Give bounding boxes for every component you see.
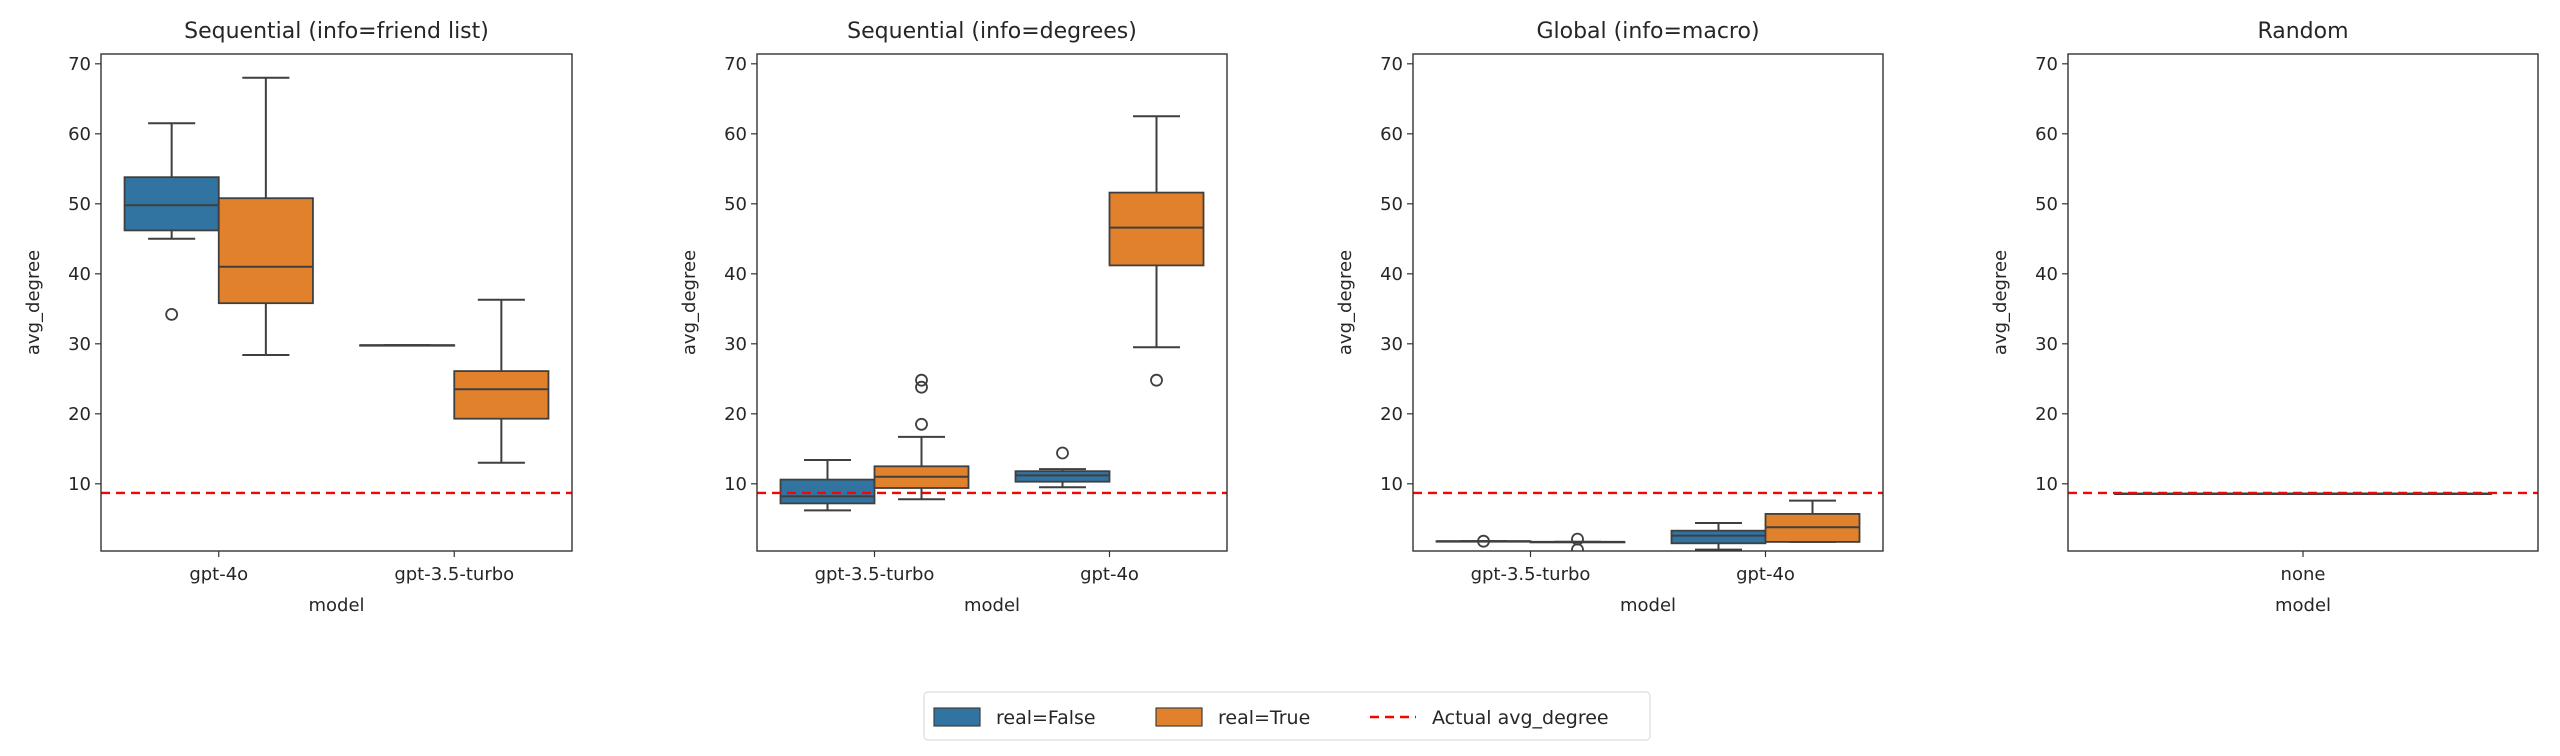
x-tick-label: gpt-4o	[1736, 564, 1795, 585]
subplot-2: Sequential (info=degrees) 10 20 30 40 50 60 70 a…	[679, 19, 1228, 616]
y-tick-label: 70	[1380, 54, 1403, 75]
y-axis-label: avg_degree	[1335, 250, 1356, 355]
y-tick-label: 10	[1380, 474, 1403, 495]
legend-item: real=False	[933, 707, 1096, 729]
outlier-point	[1056, 446, 1069, 460]
subplot-title: Global (info=macro)	[1536, 19, 1759, 44]
legend: real=False real=True Actual avg_degree	[923, 691, 1651, 741]
legend-label: Actual avg_degree	[1432, 707, 1609, 729]
subplot-1: Sequential (info=friend list) 10 20 30 40 50 6…	[23, 19, 573, 616]
x-tick-label: gpt-4o	[189, 564, 248, 585]
outlier-point	[915, 380, 928, 394]
plot-area	[1435, 499, 1861, 551]
box-gpt-4o-real=False	[1014, 446, 1111, 489]
box-gpt-4o-real=True	[1108, 115, 1205, 387]
box-gpt-3.5-turbo-real=False	[779, 459, 876, 512]
x-axis-label: model	[1620, 595, 1676, 616]
legend-item: real=True	[1155, 707, 1310, 729]
x-axis-label: model	[2275, 595, 2331, 616]
legend-frame	[923, 691, 1651, 741]
box-gpt-4o-real=True	[1764, 499, 1861, 543]
y-tick-label: 50	[724, 194, 747, 215]
box-gpt-4o-real=True	[217, 76, 314, 356]
plot-area	[123, 76, 550, 464]
x-axis-label: model	[308, 595, 364, 616]
x-tick-label: gpt-3.5-turbo	[815, 564, 935, 585]
legend-label: real=True	[1218, 707, 1310, 729]
legend-label: real=False	[996, 707, 1096, 729]
axes-frame	[756, 53, 1228, 552]
y-tick-label: 10	[724, 474, 747, 495]
axes-frame	[100, 53, 573, 552]
y-tick-label: 40	[724, 264, 747, 285]
y-tick-label: 30	[2035, 334, 2058, 355]
box-gpt-3.5-turbo-real=False	[359, 344, 456, 347]
y-tick-label: 40	[2035, 264, 2058, 285]
outlier-point	[915, 417, 928, 431]
y-tick-label: 50	[68, 194, 91, 215]
y-tick-label: 30	[1380, 334, 1403, 355]
box-iqr	[779, 478, 876, 505]
y-tick-label: 30	[68, 334, 91, 355]
y-tick-label: 40	[68, 264, 91, 285]
box-iqr	[1108, 191, 1205, 267]
x-tick-label: gpt-3.5-turbo	[1471, 564, 1591, 585]
box-gpt-4o-real=False	[123, 122, 220, 321]
legend-swatch	[933, 707, 981, 727]
x-tick-label: gpt-4o	[1080, 564, 1139, 585]
subplot-title: Sequential (info=friend list)	[184, 19, 489, 44]
outlier-point	[165, 307, 179, 321]
y-tick-label: 20	[2035, 404, 2058, 425]
box-iqr	[453, 370, 550, 420]
outlier-point	[1571, 543, 1584, 551]
y-tick-label: 70	[724, 54, 747, 75]
y-axis-label: avg_degree	[679, 250, 700, 355]
y-tick-label: 70	[2035, 54, 2058, 75]
box-iqr	[123, 176, 220, 232]
y-axis-label: avg_degree	[23, 250, 44, 355]
y-tick-label: 20	[724, 404, 747, 425]
axes-frame	[1412, 53, 1884, 552]
box-iqr	[1670, 529, 1767, 545]
y-tick-label: 10	[68, 474, 91, 495]
y-tick-label: 40	[1380, 264, 1403, 285]
y-tick-label: 60	[724, 124, 747, 145]
axes-frame	[2067, 53, 2539, 552]
y-tick-label: 10	[2035, 474, 2058, 495]
y-tick-label: 20	[68, 404, 91, 425]
outlier-point	[1150, 373, 1163, 387]
x-tick-label: none	[2281, 564, 2326, 585]
y-tick-label: 60	[68, 124, 91, 145]
box-gpt-4o-real=False	[1670, 522, 1767, 551]
x-axis-label: model	[964, 595, 1020, 616]
legend-item: Actual avg_degree	[1370, 707, 1609, 729]
y-tick-label: 50	[1380, 194, 1403, 215]
box-gpt-3.5-turbo-real=True	[453, 298, 550, 464]
x-tick-label: gpt-3.5-turbo	[394, 564, 514, 585]
y-tick-label: 20	[1380, 404, 1403, 425]
box-iqr	[217, 197, 314, 305]
outlier-point	[915, 373, 928, 387]
legend-swatch	[1155, 707, 1203, 727]
subplot-title: Sequential (info=degrees)	[847, 19, 1137, 44]
y-tick-label: 30	[724, 334, 747, 355]
box-iqr	[1014, 470, 1111, 483]
y-tick-label: 70	[68, 54, 91, 75]
y-tick-label: 50	[2035, 194, 2058, 215]
box-gpt-3.5-turbo-real=True	[873, 373, 970, 501]
y-axis-label: avg_degree	[1990, 250, 2011, 355]
y-tick-label: 60	[1380, 124, 1403, 145]
box-gpt-3.5-turbo-real=False	[1435, 534, 1532, 548]
outlier-point	[1477, 534, 1490, 548]
subplot-3: Global (info=macro) 10 20 30 40 50 60 70 avg_deg…	[1335, 19, 1884, 616]
y-tick-label: 60	[2035, 124, 2058, 145]
plot-area	[779, 115, 1205, 512]
box-gpt-3.5-turbo-real=True	[1529, 532, 1626, 551]
subplot-title: Random	[2257, 19, 2348, 44]
